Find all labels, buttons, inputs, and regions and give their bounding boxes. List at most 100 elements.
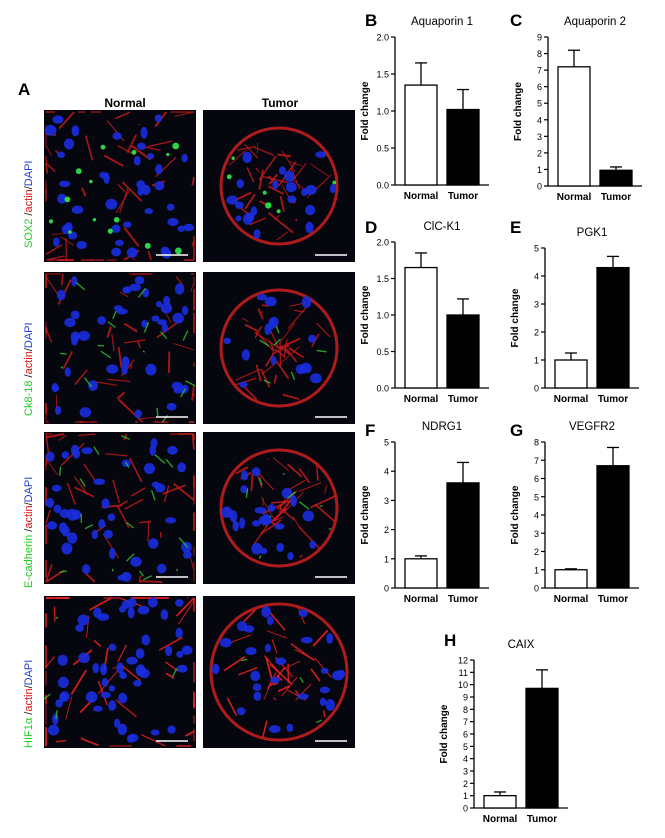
y-axis-label: Fold change bbox=[360, 81, 371, 140]
y-tick-label: 4 bbox=[463, 754, 468, 764]
x-tick-label: Tumor bbox=[601, 192, 631, 203]
panel-a-letter: A bbox=[18, 80, 30, 100]
row-label-sox2: SOX2 /actin/DAPI bbox=[23, 161, 35, 248]
y-tick-label: 4 bbox=[537, 115, 542, 125]
y-tick-label: 0 bbox=[537, 182, 542, 192]
panel-letter: B bbox=[365, 11, 377, 30]
y-axis-label: Fold change bbox=[360, 285, 371, 344]
y-tick-label: 2 bbox=[537, 148, 542, 158]
panel-letter: G bbox=[510, 421, 523, 440]
bar-tumor bbox=[447, 483, 479, 588]
bar-normal bbox=[558, 67, 590, 186]
y-axis-label: Fold change bbox=[439, 704, 450, 763]
y-tick-label: 6 bbox=[537, 82, 542, 92]
y-tick-label: 4 bbox=[534, 511, 539, 521]
y-tick-label: 0 bbox=[463, 804, 468, 814]
x-tick-label: Tumor bbox=[448, 594, 478, 605]
x-tick-label: Tumor bbox=[527, 814, 557, 825]
y-tick-label: 0 bbox=[534, 384, 539, 394]
y-tick-label: 8 bbox=[534, 438, 539, 448]
y-tick-label: 1 bbox=[534, 356, 539, 366]
panel-letter: E bbox=[510, 218, 521, 237]
y-tick-label: 11 bbox=[459, 668, 468, 678]
y-tick-label: 2 bbox=[534, 547, 539, 557]
y-axis-label: Fold change bbox=[513, 82, 524, 141]
bar-normal bbox=[405, 268, 437, 388]
column-header-tumor: Tumor bbox=[220, 96, 340, 110]
y-axis-label: Fold change bbox=[360, 485, 371, 544]
chart-title: ClC-K1 bbox=[423, 221, 460, 233]
x-tick-label: Normal bbox=[404, 191, 439, 202]
bar-tumor bbox=[447, 110, 479, 185]
x-tick-label: Normal bbox=[554, 394, 589, 405]
y-tick-label: 9 bbox=[537, 33, 542, 43]
y-tick-label: 5 bbox=[537, 99, 542, 109]
micrograph-ck8-18-normal bbox=[44, 272, 196, 424]
panel-letter: F bbox=[365, 421, 375, 440]
y-tick-label: 3 bbox=[384, 496, 389, 506]
y-tick-label: 5 bbox=[534, 492, 539, 502]
micrograph-e-cadherin-normal bbox=[44, 432, 196, 584]
chart-title: Aquaporin 1 bbox=[411, 16, 473, 28]
y-tick-label: 3 bbox=[534, 300, 539, 310]
y-tick-label: 1 bbox=[537, 165, 542, 175]
y-tick-label: 10 bbox=[458, 680, 468, 690]
micrograph-e-cadherin-tumor bbox=[203, 432, 355, 584]
bar-tumor bbox=[597, 268, 629, 388]
x-tick-label: Tumor bbox=[448, 191, 478, 202]
y-tick-label: 1.5 bbox=[376, 274, 389, 284]
y-tick-label: 0 bbox=[384, 584, 389, 594]
y-tick-label: 5 bbox=[384, 438, 389, 448]
y-tick-label: 1.0 bbox=[376, 311, 389, 321]
x-tick-label: Normal bbox=[404, 394, 439, 405]
chart-title: CAIX bbox=[508, 639, 535, 651]
y-tick-label: 1.5 bbox=[376, 70, 389, 80]
row-label-hif1a: HIF1α /actin/DAPI bbox=[23, 660, 35, 748]
micrograph-sox2-tumor bbox=[203, 110, 355, 262]
x-tick-label: Tumor bbox=[598, 594, 628, 605]
y-tick-label: 12 bbox=[458, 656, 468, 666]
y-tick-label: 3 bbox=[537, 132, 542, 142]
y-tick-label: 0.5 bbox=[376, 144, 389, 154]
y-axis-label: Fold change bbox=[510, 485, 521, 544]
x-tick-label: Tumor bbox=[448, 394, 478, 405]
x-tick-label: Normal bbox=[404, 594, 439, 605]
micrograph-ck8-18-tumor bbox=[203, 272, 355, 424]
y-tick-label: 1 bbox=[384, 554, 389, 564]
micrograph-sox2-normal bbox=[44, 110, 196, 262]
bar-normal bbox=[405, 559, 437, 588]
bar-normal bbox=[555, 360, 587, 388]
micrograph-hif1a-normal bbox=[44, 596, 196, 748]
panel-letter: D bbox=[365, 218, 377, 237]
panel-letter: C bbox=[510, 11, 522, 30]
bar-normal bbox=[555, 570, 587, 588]
y-tick-label: 4 bbox=[534, 272, 539, 282]
y-tick-label: 1 bbox=[534, 565, 539, 575]
x-tick-label: Normal bbox=[483, 814, 518, 825]
y-tick-label: 6 bbox=[534, 474, 539, 484]
y-tick-label: 7 bbox=[537, 66, 542, 76]
y-tick-label: 5 bbox=[463, 742, 468, 752]
bar-normal bbox=[484, 796, 516, 808]
row-label-e-cadherin: E-cadherin /actin/DAPI bbox=[23, 477, 35, 588]
bar-normal bbox=[405, 85, 437, 185]
y-axis-label: Fold change bbox=[510, 288, 521, 347]
y-tick-label: 8 bbox=[537, 49, 542, 59]
y-tick-label: 0 bbox=[534, 584, 539, 594]
chart-title: NDRG1 bbox=[422, 421, 462, 433]
y-tick-label: 5 bbox=[534, 244, 539, 254]
y-tick-label: 0.5 bbox=[376, 347, 389, 357]
y-tick-label: 7 bbox=[534, 456, 539, 466]
bar-tumor bbox=[447, 315, 479, 388]
y-tick-label: 2 bbox=[534, 328, 539, 338]
y-tick-label: 9 bbox=[463, 693, 468, 703]
y-tick-label: 8 bbox=[463, 705, 468, 715]
bar-tumor bbox=[526, 688, 558, 808]
y-tick-label: 1.0 bbox=[376, 107, 389, 117]
y-tick-label: 2.0 bbox=[376, 33, 389, 43]
y-tick-label: 0.0 bbox=[376, 384, 389, 394]
